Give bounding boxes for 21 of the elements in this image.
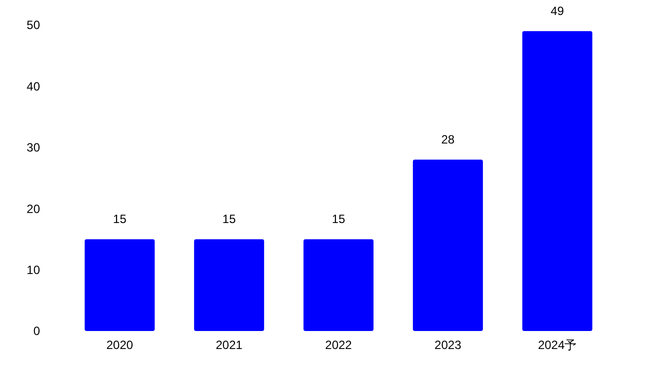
y-tick-label: 50: [26, 18, 40, 32]
y-tick-label: 10: [26, 263, 40, 277]
bar: [522, 31, 592, 331]
y-tick-label: 40: [26, 79, 40, 94]
x-tick-label: 2024予: [538, 338, 577, 352]
y-tick-label: 0: [33, 324, 40, 338]
y-tick-label: 20: [26, 202, 40, 216]
x-tick-label: 2023: [434, 338, 462, 352]
x-tick-label: 2021: [216, 338, 243, 352]
data-label: 15: [222, 212, 236, 226]
data-label: 28: [441, 132, 455, 147]
data-label: 15: [332, 212, 346, 226]
bar: [412, 160, 483, 331]
data-label: 15: [113, 212, 127, 226]
bar: [303, 239, 374, 331]
x-tick-label: 2020: [106, 338, 134, 352]
bar: [194, 239, 264, 331]
y-tick-label: 30: [26, 140, 40, 155]
x-tick-label: 2022: [325, 338, 352, 352]
bar: [84, 239, 155, 331]
data-label: 49: [550, 4, 564, 18]
